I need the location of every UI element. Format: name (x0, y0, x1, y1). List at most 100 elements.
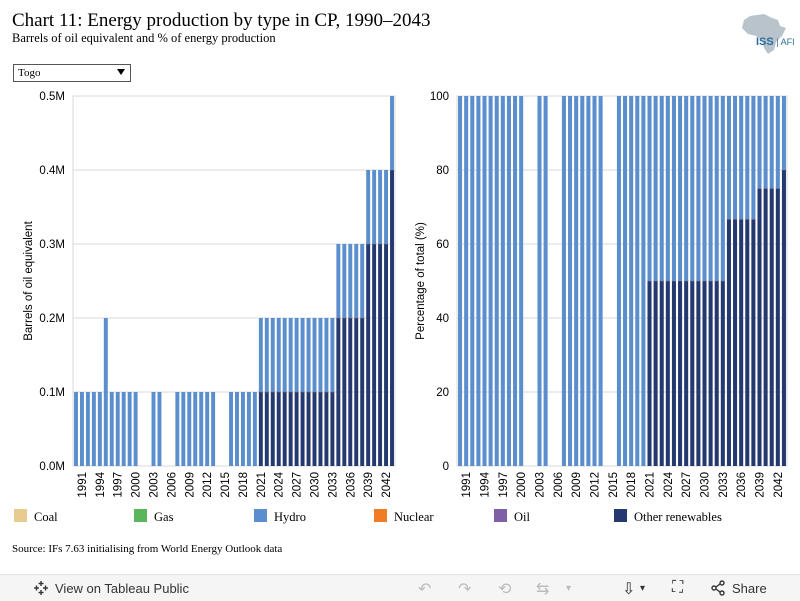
bar-segment (708, 281, 713, 466)
bar-segment (537, 96, 542, 466)
view-on-tableau-link[interactable]: View on Tableau Public (33, 580, 189, 596)
share-button[interactable]: Share (710, 580, 767, 596)
y-tick-label: 60 (436, 239, 449, 251)
bar-segment (623, 96, 628, 466)
bar-segment (781, 96, 786, 170)
bar-segment (543, 96, 548, 466)
bar-segment (372, 170, 377, 244)
refresh-dropdown-icon[interactable]: ▾ (566, 583, 572, 594)
x-tick-label: 1991 (77, 472, 89, 498)
bar-segment (561, 96, 566, 466)
bar-segment (151, 392, 156, 466)
download-dropdown-icon[interactable]: ▾ (640, 583, 646, 594)
legend-item[interactable]: Nuclear (374, 509, 434, 525)
bar-segment (270, 392, 275, 466)
bar-segment (240, 392, 245, 466)
revert-icon[interactable]: ⟲ (498, 581, 512, 598)
legend-swatch (494, 509, 507, 522)
x-tick-label: 2003 (149, 472, 161, 498)
logo-text: ISS (756, 36, 774, 48)
bar-segment (684, 96, 689, 281)
bar-segment (696, 281, 701, 466)
bar-segment (318, 392, 323, 466)
bar-segment (500, 96, 505, 466)
country-select-value: Togo (18, 67, 41, 79)
logo-suffix: AFI (780, 37, 795, 47)
x-tick-label: 1997 (498, 472, 510, 498)
x-tick-label: 2006 (553, 472, 565, 498)
undo-icon[interactable]: ↶ (418, 581, 432, 598)
bar-segment (294, 392, 299, 466)
download-icon[interactable]: ⇩ (622, 581, 636, 598)
x-tick-label: 2000 (131, 472, 143, 498)
bar-segment (348, 318, 353, 466)
legend-label: Other renewables (634, 510, 722, 524)
x-tick-label: 2042 (381, 472, 393, 498)
x-tick-label: 2021 (645, 472, 657, 498)
bar-segment (568, 96, 573, 466)
bar-segment (384, 170, 389, 244)
bar-segment (306, 318, 311, 392)
x-tick-label: 2015 (220, 472, 232, 498)
bar-segment (745, 96, 750, 220)
y-tick-label: 20 (436, 387, 449, 399)
share-icon (711, 580, 725, 596)
x-tick-label: 2006 (166, 472, 178, 498)
bar-segment (726, 219, 731, 466)
africa-map-icon (742, 14, 786, 54)
fullscreen-icon[interactable]: ⛶ (672, 579, 684, 596)
x-tick-label: 2018 (238, 472, 250, 498)
bar-segment (659, 96, 664, 281)
bar-segment (235, 392, 239, 466)
bar-segment (74, 392, 78, 466)
bar-segment (246, 392, 251, 466)
plot-area (456, 95, 788, 467)
bar-segment (390, 170, 394, 466)
country-select[interactable]: Togo (13, 64, 131, 82)
bar-segment (366, 244, 371, 466)
bar-segment (282, 318, 287, 392)
y-axis-label: Percentage of total (%) (415, 222, 427, 340)
bar-segment (288, 392, 293, 466)
bar-segment (482, 96, 487, 466)
redo-icon[interactable]: ↷ (458, 581, 472, 598)
bar-segment (708, 96, 713, 281)
legend-item[interactable]: Coal (14, 509, 58, 525)
bar-segment (763, 188, 768, 466)
x-tick-label: 2003 (535, 472, 547, 498)
legend-item[interactable]: Other renewables (614, 509, 722, 525)
bar-segment (763, 96, 768, 189)
page-subtitle: Barrels of oil equivalent and % of energ… (12, 31, 276, 45)
x-tick-label: 2036 (736, 472, 748, 498)
bar-segment (354, 318, 359, 466)
y-tick-label: 0.2M (39, 313, 65, 325)
bar-segment (458, 96, 463, 466)
bar-segment (653, 281, 658, 466)
legend-item[interactable]: Hydro (254, 509, 306, 525)
bar-segment (330, 392, 335, 466)
bar-segment (109, 392, 114, 466)
bar-segment (464, 96, 469, 466)
legend-item[interactable]: Oil (494, 509, 530, 525)
bar-segment (739, 96, 744, 220)
bar-segment (616, 96, 621, 466)
bar-segment (574, 96, 579, 466)
bar-segment (97, 392, 102, 466)
bar-segment (659, 281, 664, 466)
x-tick-label: 2039 (755, 472, 767, 498)
bar-segment (696, 96, 701, 281)
x-tick-label: 2036 (345, 472, 357, 498)
bar-segment (229, 392, 233, 466)
y-tick-label: 100 (430, 91, 449, 103)
x-tick-label: 2009 (571, 472, 583, 498)
bar-segment (354, 244, 359, 318)
y-tick-label: 0.4M (39, 165, 65, 177)
bar-segment (336, 318, 341, 466)
refresh-icon[interactable]: ⇆ (536, 581, 550, 598)
bar-segment (751, 219, 756, 466)
legend-item[interactable]: Gas (134, 509, 173, 525)
x-tick-label: 1991 (461, 472, 473, 498)
x-tick-label: 2030 (310, 472, 322, 498)
bar-segment (781, 170, 786, 466)
energy-chart: 0.0M 0.1M 0.2M 0.3M 0.4M 0.5M Barrels of oil e… (23, 91, 788, 498)
